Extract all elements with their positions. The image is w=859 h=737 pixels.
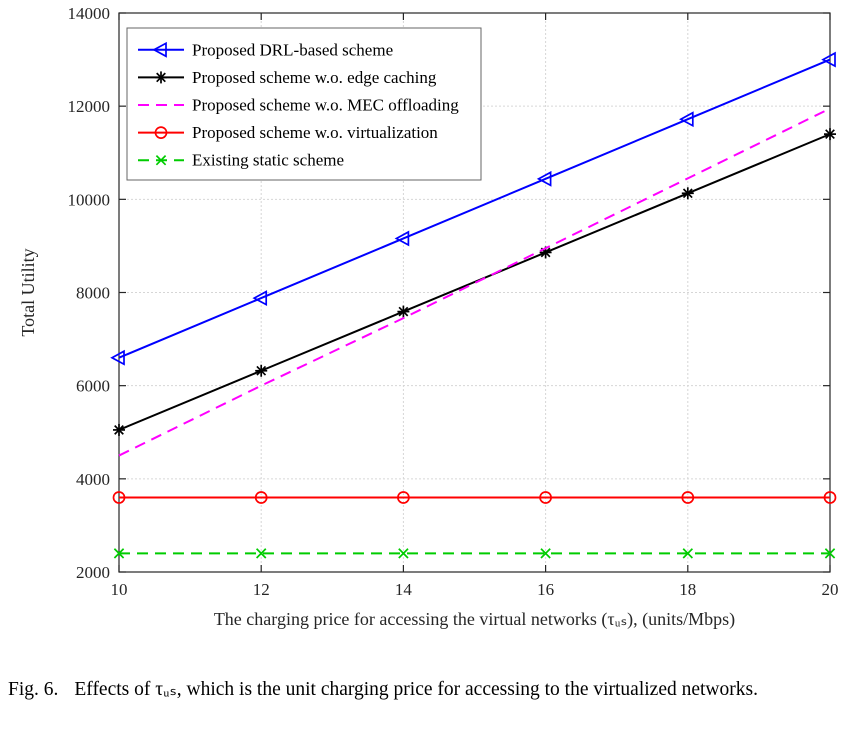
- legend-item: Proposed DRL-based scheme: [138, 40, 393, 59]
- series-0: [110, 51, 836, 366]
- x-tick-label: 20: [822, 580, 839, 599]
- figure-caption: Fig. 6. Effects of τᵤₛ, which is the unit…: [0, 653, 859, 703]
- legend-label: Proposed DRL-based scheme: [192, 40, 393, 59]
- y-tick-label: 12000: [68, 97, 111, 116]
- legend-label: Proposed scheme w.o. edge caching: [192, 68, 437, 87]
- legend-label: Existing static scheme: [192, 151, 344, 170]
- y-tick-label: 4000: [76, 470, 110, 489]
- y-tick-label: 2000: [76, 563, 110, 582]
- legend-item: Proposed scheme w.o. edge caching: [138, 68, 437, 87]
- legend-item: Proposed scheme w.o. virtualization: [138, 123, 438, 142]
- y-axis-label: Total Utility: [18, 248, 38, 336]
- series-3: [112, 491, 837, 504]
- chart-svg: 10 12 14 16 18 20 2000 4000 6000 8000 10000 12000 14…: [18, 4, 839, 630]
- x-tick-label: 16: [537, 580, 554, 599]
- series-2: [118, 107, 831, 457]
- y-tick-label: 8000: [76, 284, 110, 303]
- x-tick-label: 14: [395, 580, 413, 599]
- x-tick-label: 10: [111, 580, 128, 599]
- legend: Proposed DRL-based scheme Proposed scheme…: [126, 27, 482, 181]
- legend-label: Proposed scheme w.o. MEC offloading: [192, 96, 459, 115]
- legend-label: Proposed scheme w.o. virtualization: [192, 123, 438, 142]
- x-tick-label: 18: [679, 580, 696, 599]
- series-4: [113, 548, 836, 559]
- legend-item: Existing static scheme: [138, 151, 344, 170]
- y-tick-label: 10000: [68, 190, 111, 209]
- x-axis-label: The charging price for accessing the vir…: [214, 609, 735, 630]
- axes: 10 12 14 16 18 20 2000 4000 6000 8000 10000 12000 14…: [68, 4, 839, 599]
- caption-text: Effects of τᵤₛ, which is the unit chargi…: [74, 679, 758, 700]
- series-1: [113, 128, 836, 436]
- legend-item: Proposed scheme w.o. MEC offloading: [138, 96, 459, 115]
- y-tick-label: 14000: [68, 4, 111, 23]
- y-tick-label: 6000: [76, 377, 110, 396]
- caption-label: Fig. 6.: [8, 679, 59, 700]
- x-tick-label: 12: [253, 580, 270, 599]
